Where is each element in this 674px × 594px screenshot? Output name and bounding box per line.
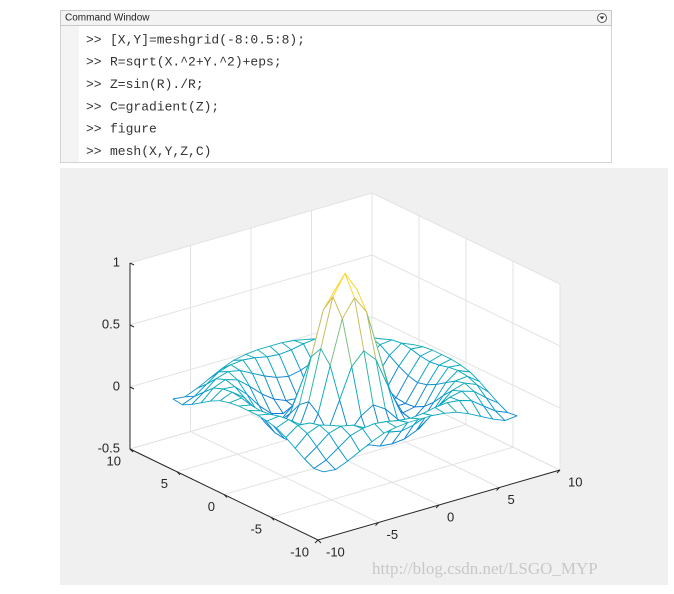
grid-line [129, 254, 373, 326]
tick-mark [129, 386, 135, 390]
x-tick-label: -10 [326, 544, 345, 559]
grid-line [270, 446, 514, 518]
y-tick-label: 0 [208, 499, 215, 514]
watermark: http://blog.csdn.net/LSGO_MYP [372, 559, 598, 578]
x-tick-label: 0 [447, 509, 454, 524]
code-line: [X,Y]=meshgrid(-8:0.5:8); [110, 32, 305, 47]
prompt: >> [86, 77, 102, 92]
tick-mark [176, 471, 181, 476]
x-tick-label: 10 [568, 474, 582, 489]
z-tick-label: 1 [113, 254, 120, 269]
code-line: C=gradient(Z); [110, 99, 219, 114]
code-line: figure [110, 122, 157, 137]
tick-mark [314, 539, 319, 544]
tick-mark [435, 504, 440, 509]
code-line: R=sqrt(X.^2+Y.^2)+eps; [110, 55, 282, 70]
z-tick-label: -0.5 [98, 440, 120, 455]
y-tick-label: -5 [250, 522, 262, 537]
tick-mark [129, 262, 135, 266]
title-bar [60, 10, 612, 26]
y-tick-label: 5 [161, 476, 168, 491]
tick-mark [317, 539, 322, 544]
z-tick-label: 0.5 [102, 316, 120, 331]
tick-mark [556, 469, 561, 474]
tick-mark [129, 448, 135, 452]
prompt: >> [86, 99, 102, 114]
tick-mark [270, 516, 275, 521]
command-window [60, 10, 612, 163]
tick-mark [223, 494, 228, 498]
y-tick-label: -10 [290, 544, 309, 559]
x-tick-label: -5 [387, 527, 399, 542]
z-tick-label: 0 [113, 378, 120, 393]
mesh-cell [313, 459, 336, 473]
grid-line [371, 316, 561, 409]
grid-line [371, 254, 561, 347]
code-line: mesh(X,Y,Z,C) [110, 144, 211, 159]
menu-arrow [599, 16, 605, 20]
command-lines: >> [X,Y]=meshgrid(-8:0.5:8); >> R=sqrt(X.^2… [86, 32, 305, 159]
y-tick-label: 10 [107, 453, 121, 468]
gutter [61, 26, 79, 162]
code-line: Z=sin(R)./R; [110, 77, 204, 92]
tick-mark [496, 487, 500, 491]
prompt: >> [86, 144, 102, 159]
x-tick-label: 5 [508, 492, 515, 507]
prompt: >> [86, 55, 102, 70]
prompt: >> [86, 32, 102, 47]
grid-line [371, 192, 561, 285]
tick-mark [375, 522, 379, 526]
prompt: >> [86, 122, 102, 137]
tick-mark [129, 324, 135, 328]
window-title: Command Window [65, 13, 150, 24]
grid-line [129, 192, 373, 264]
